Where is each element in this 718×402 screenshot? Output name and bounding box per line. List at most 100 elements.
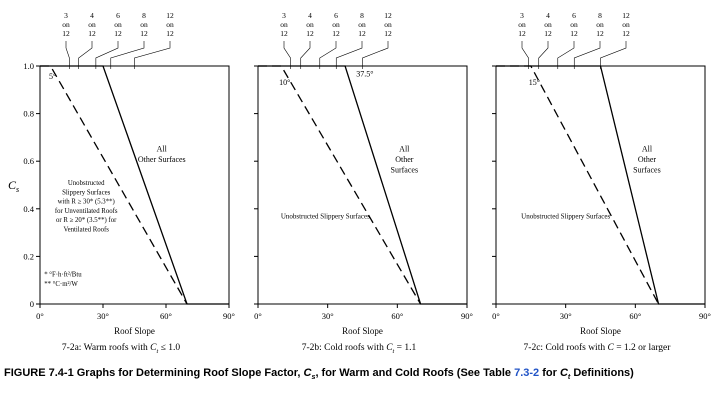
figure-caption-text: Definitions) (570, 366, 634, 379)
svg-text:6: 6 (572, 11, 576, 20)
svg-text:0.2: 0.2 (23, 251, 34, 261)
svg-text:12: 12 (306, 29, 314, 38)
svg-text:0.4: 0.4 (23, 204, 34, 214)
svg-text:10°: 10° (279, 78, 290, 87)
svg-text:on: on (518, 20, 526, 29)
svg-text:12: 12 (166, 29, 174, 38)
svg-text:on: on (166, 20, 174, 29)
svg-text:All: All (399, 145, 410, 154)
svg-text:Roof Slope: Roof Slope (114, 326, 155, 336)
svg-text:0°: 0° (254, 311, 262, 321)
svg-text:Other: Other (395, 155, 414, 164)
svg-text:with R ≥ 30* (5.3**): with R ≥ 30* (5.3**) (57, 199, 114, 206)
ct-symbol: Ct (386, 343, 395, 355)
ct-symbol: Ct (559, 366, 571, 382)
svg-text:3: 3 (520, 11, 524, 20)
svg-text:3: 3 (64, 11, 68, 20)
svg-text:on: on (622, 20, 630, 29)
svg-text:60°: 60° (391, 311, 403, 321)
svg-text:12: 12 (88, 29, 96, 38)
svg-text:12: 12 (140, 29, 148, 38)
svg-text:3: 3 (282, 11, 286, 20)
svg-text:15°: 15° (528, 78, 539, 87)
figure-caption-text: for (539, 366, 560, 379)
figure-caption: FIGURE 7.4-1 Graphs for Determining Roof… (4, 367, 716, 381)
svg-text:30°: 30° (97, 311, 109, 321)
svg-text:5°: 5° (48, 72, 55, 81)
chart-panel-7-2c: 3 on 12 4 on 12 6 on 12 8 on 12 12 on 12 0° 30° 60° 90° Roo… (478, 4, 716, 355)
figure-caption-text: , for Warm and Cold Roofs (See Table (315, 366, 515, 379)
ct-symbol: C (607, 343, 614, 353)
svg-text:on: on (358, 20, 366, 29)
svg-text:12: 12 (544, 29, 552, 38)
svg-text:30°: 30° (559, 311, 571, 321)
svg-text:Unobstructed Slippery Surfaces: Unobstructed Slippery Surfaces (280, 212, 369, 220)
caption-text: ≤ 1.0 (158, 343, 181, 353)
svg-text:Roof Slope: Roof Slope (580, 326, 621, 336)
svg-text:Surfaces: Surfaces (633, 166, 661, 175)
svg-text:12: 12 (384, 11, 392, 20)
chart-panel-7-2a: 3 on 12 4 on 12 6 on 12 8 on 12 12 on 12 0° 30° 60° 90° 0 0.… (2, 4, 240, 355)
svg-text:12: 12 (166, 11, 174, 20)
svg-text:8: 8 (142, 11, 146, 20)
svg-text:90°: 90° (223, 311, 235, 321)
svg-text:12: 12 (570, 29, 578, 38)
svg-text:Cs: Cs (8, 178, 19, 194)
svg-text:60°: 60° (160, 311, 172, 321)
caption-text: 7-2b: Cold roofs with (301, 343, 387, 353)
svg-text:Other Surfaces: Other Surfaces (137, 155, 185, 164)
chart-panel-7-2b: 3 on 12 4 on 12 6 on 12 8 on 12 12 on 12 0° 30° 60° 90° Roo… (240, 4, 478, 355)
svg-text:on: on (280, 20, 288, 29)
svg-text:Other: Other (637, 155, 656, 164)
svg-text:All: All (641, 145, 652, 154)
svg-text:All: All (156, 145, 167, 154)
charts-row: 3 on 12 4 on 12 6 on 12 8 on 12 12 on 12 0° 30° 60° 90° 0 0.… (2, 4, 716, 355)
svg-text:on: on (88, 20, 96, 29)
svg-text:12: 12 (358, 29, 366, 38)
caption-text: 7-2c: Cold roofs with (523, 343, 608, 353)
svg-text:on: on (332, 20, 340, 29)
svg-text:0°: 0° (492, 311, 500, 321)
svg-text:or R ≥ 20* (3.5**) for: or R ≥ 20* (3.5**) for (56, 217, 117, 224)
svg-text:on: on (544, 20, 552, 29)
svg-text:6: 6 (334, 11, 338, 20)
svg-text:8: 8 (598, 11, 602, 20)
figure-caption-text: FIGURE 7.4-1 Graphs for Determining Roof… (4, 366, 304, 379)
svg-text:37.5°: 37.5° (356, 70, 373, 79)
svg-text:on: on (570, 20, 578, 29)
svg-text:Slippery Surfaces: Slippery Surfaces (62, 189, 110, 196)
table-7-3-2-link[interactable]: 7.3-2 (514, 366, 540, 379)
svg-text:6: 6 (116, 11, 120, 20)
svg-text:12: 12 (518, 29, 526, 38)
svg-text:12: 12 (332, 29, 340, 38)
svg-text:Surfaces: Surfaces (390, 166, 418, 175)
svg-text:* °F·h·ft²/Btu: * °F·h·ft²/Btu (44, 272, 82, 279)
caption-text: 7-2a: Warm roofs with (61, 343, 151, 353)
svg-text:0.6: 0.6 (23, 156, 34, 166)
svg-text:on: on (140, 20, 148, 29)
svg-text:0.8: 0.8 (23, 109, 34, 119)
svg-text:Unobstructed: Unobstructed (67, 180, 104, 187)
svg-text:** °C·m²/W: ** °C·m²/W (44, 281, 78, 288)
cs-symbol: Cs (303, 366, 316, 382)
svg-text:Ventilated Roofs: Ventilated Roofs (63, 227, 109, 234)
svg-text:12: 12 (384, 29, 392, 38)
svg-text:on: on (114, 20, 122, 29)
svg-text:4: 4 (90, 11, 94, 20)
svg-text:1.0: 1.0 (23, 61, 34, 71)
svg-text:Roof Slope: Roof Slope (342, 326, 383, 336)
svg-text:0: 0 (29, 299, 33, 309)
svg-text:on: on (62, 20, 70, 29)
svg-text:Unobstructed Slippery Surfaces: Unobstructed Slippery Surfaces (521, 212, 610, 220)
svg-text:on: on (306, 20, 314, 29)
svg-text:12: 12 (114, 29, 122, 38)
svg-text:4: 4 (308, 11, 312, 20)
caption-text: = 1.1 (394, 343, 417, 353)
svg-text:12: 12 (622, 11, 630, 20)
svg-text:12: 12 (622, 29, 630, 38)
svg-text:on: on (384, 20, 392, 29)
